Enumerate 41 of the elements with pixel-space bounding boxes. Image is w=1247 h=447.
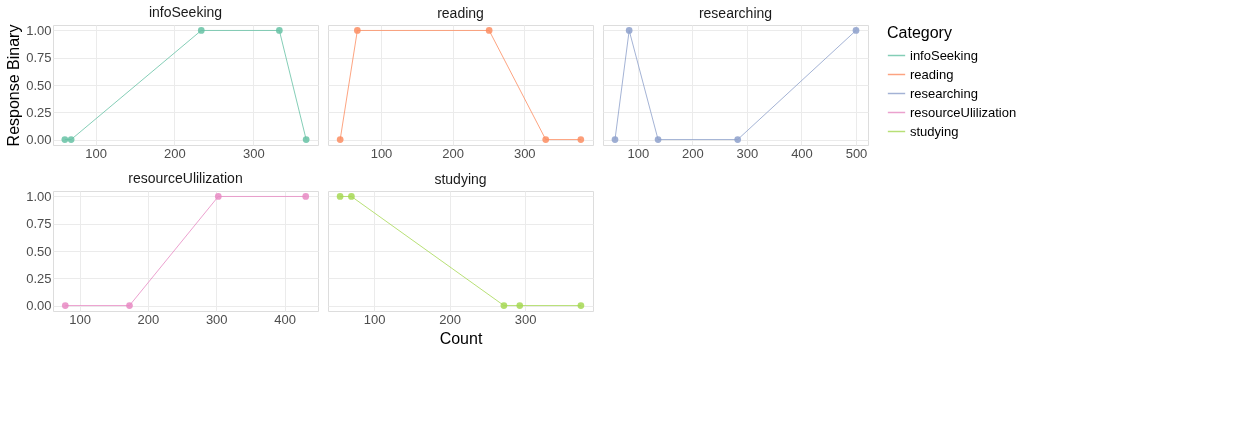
x-tick-label: 200 xyxy=(442,145,464,161)
x-tick-label: 100 xyxy=(627,145,650,161)
x-tick-label: 100 xyxy=(85,145,107,161)
legend-title: Category xyxy=(887,24,952,41)
chart-title: studying xyxy=(434,171,487,187)
y-tick-label: 1.00 xyxy=(26,188,52,204)
legend-label: studying xyxy=(910,123,959,139)
x-tick-label: 200 xyxy=(682,145,704,161)
x-tick-label: 300 xyxy=(513,145,536,161)
x-tick-label: 100 xyxy=(69,311,91,327)
y-tick-label: 0.75 xyxy=(26,216,52,232)
y-tick-label: 0.25 xyxy=(26,104,52,120)
chart-title: researching xyxy=(698,5,773,21)
x-tick-label: 100 xyxy=(363,311,386,327)
x-tick-label: 300 xyxy=(514,311,537,327)
x-tick-label: 300 xyxy=(736,145,759,161)
y-axis-title: Response Binary xyxy=(5,24,23,147)
x-tick-label: 200 xyxy=(164,145,186,161)
x-tick-label: 400 xyxy=(791,145,813,161)
y-tick-label: 0.00 xyxy=(26,132,52,148)
x-tick-label: 400 xyxy=(274,311,296,327)
y-tick-label: 0.50 xyxy=(26,243,52,259)
legend-label: infoSeeking xyxy=(910,47,978,63)
x-tick-label: 200 xyxy=(439,311,461,327)
chart-title: reading xyxy=(437,5,484,21)
legend-label: researching xyxy=(910,85,978,101)
y-tick-label: 1.00 xyxy=(26,22,52,38)
x-tick-label: 300 xyxy=(242,145,265,161)
chart-title: infoSeeking xyxy=(148,4,223,21)
y-tick-label: 0.50 xyxy=(26,77,52,93)
y-tick-label: 0.25 xyxy=(26,270,52,286)
y-tick-label: 0.00 xyxy=(26,298,52,314)
legend-label: resourceUlilization xyxy=(910,104,1017,120)
x-axis-title: Count xyxy=(439,329,483,347)
y-tick-label: 0.75 xyxy=(26,50,52,66)
x-tick-label: 300 xyxy=(205,311,228,327)
x-tick-label: 200 xyxy=(137,311,160,327)
chart-title: resourceUlilization xyxy=(128,170,243,187)
x-tick-label: 100 xyxy=(370,145,393,161)
legend-label: reading xyxy=(910,66,954,82)
x-tick-label: 500 xyxy=(845,145,868,161)
